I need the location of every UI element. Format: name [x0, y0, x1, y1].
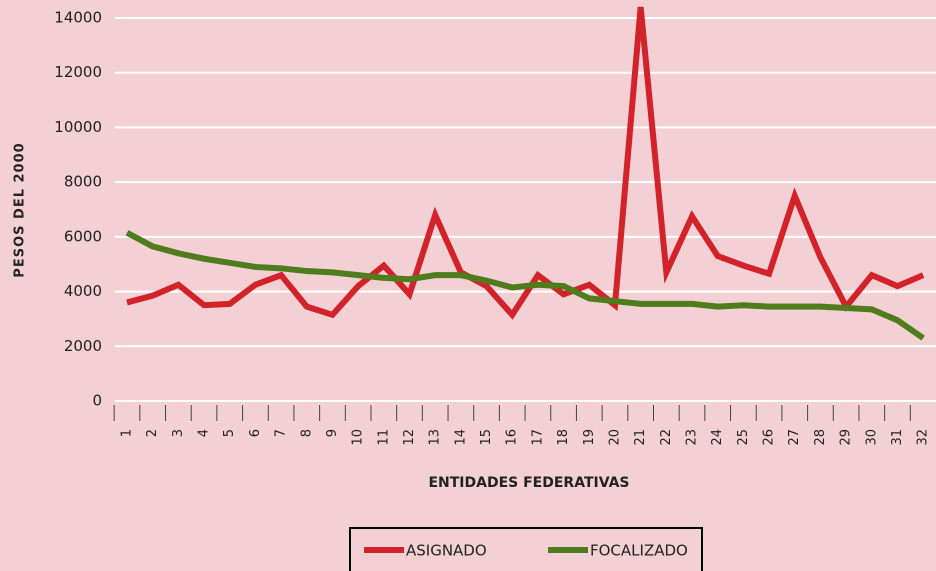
x-axis-label: ENTIDADES FEDERATIVAS: [428, 475, 629, 491]
x-tick-label: 5: [222, 429, 237, 437]
y-tick-label: 6000: [64, 227, 102, 245]
x-tick-label: 31: [890, 429, 905, 446]
x-tick-label: 21: [633, 429, 648, 446]
x-tick-label: 7: [274, 429, 289, 437]
x-tick-label: 32: [916, 429, 931, 446]
y-axis-label: PESOS DEL 2000: [13, 142, 28, 277]
series-line: [126, 6, 925, 320]
x-tick-label: 8: [299, 429, 314, 437]
x-tick-label: 18: [556, 429, 571, 446]
x-tick-label: 15: [479, 429, 494, 446]
x-tick-label: 17: [530, 429, 545, 446]
legend-label: ASIGNADO: [406, 542, 487, 560]
x-tick-label: 16: [505, 429, 520, 446]
x-tick-label: 19: [582, 429, 597, 446]
x-tick-label: 20: [607, 429, 622, 446]
x-tick-label: 22: [659, 429, 674, 446]
legend-box: [349, 527, 703, 571]
x-tick-label: 11: [376, 429, 391, 446]
x-tick-label: 28: [813, 429, 828, 446]
y-tick-label: 10000: [54, 118, 102, 136]
x-tick-label: 3: [171, 429, 186, 437]
legend-label: FOCALIZADO: [590, 542, 688, 560]
x-tick-label: 12: [402, 429, 417, 446]
x-tick-label: 10: [351, 429, 366, 446]
series-line: [125, 230, 925, 341]
x-tick-label: 23: [685, 429, 700, 446]
y-tick-label: 0: [92, 392, 102, 410]
x-tick-label: 14: [453, 429, 468, 446]
y-tick-label: 8000: [64, 173, 102, 191]
y-tick-label: 14000: [54, 9, 102, 27]
x-tick-label: 27: [787, 429, 802, 446]
y-tick-label: 12000: [54, 63, 102, 81]
x-tick-label: 4: [197, 429, 212, 437]
x-tick-label: 29: [839, 429, 854, 446]
x-tick-label: 24: [710, 429, 725, 446]
x-tick-label: 6: [248, 429, 263, 437]
x-tick-label: 9: [325, 429, 340, 437]
x-tick-label: 25: [736, 429, 751, 446]
x-tick-label: 26: [762, 429, 777, 446]
x-tick-label: 30: [864, 429, 879, 446]
x-tick-label: 2: [145, 429, 160, 437]
y-tick-label: 4000: [64, 282, 102, 300]
x-tick-label: 1: [120, 429, 135, 437]
x-tick-label: 13: [428, 429, 443, 446]
y-tick-label: 2000: [64, 337, 102, 355]
